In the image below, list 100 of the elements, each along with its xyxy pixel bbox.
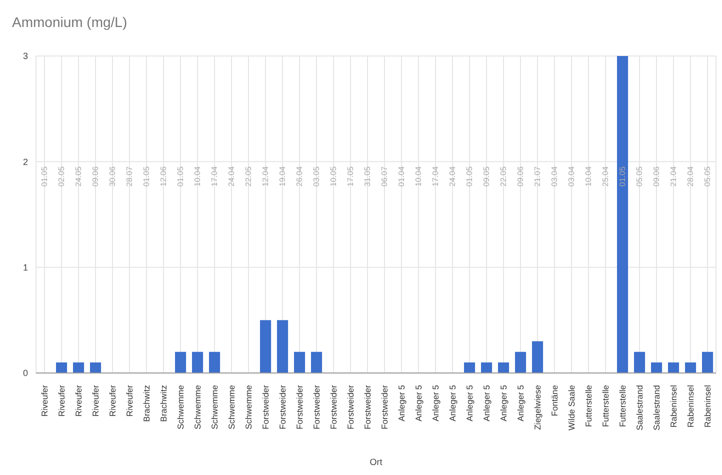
x-tick-label: Schwemme (176, 384, 186, 430)
annotation: 24.05 (74, 166, 83, 186)
bar (260, 320, 272, 373)
bar (481, 362, 492, 373)
annotation: 17.04 (431, 166, 440, 186)
annotation: 24.04 (448, 166, 457, 186)
x-tick-label: Forstweider (278, 384, 288, 430)
bar (90, 362, 102, 373)
bar (651, 362, 662, 373)
annotation: 03.04 (550, 166, 559, 186)
annotation: 01.05 (618, 166, 627, 186)
annotation: 17.04 (210, 166, 219, 186)
x-tick-label: Anleger 5 (464, 384, 474, 422)
x-tick-label: Riveufer (108, 384, 118, 417)
annotation: 26.04 (295, 166, 304, 186)
x-tick-label: Schwemme (244, 384, 254, 430)
bar (617, 56, 628, 373)
annotation: 05.05 (703, 166, 712, 186)
x-tick-label: Anleger 5 (448, 384, 458, 422)
annotation: 24.04 (227, 166, 236, 186)
x-tick-label: Schwemme (210, 384, 220, 430)
bar (73, 362, 84, 373)
bar (56, 362, 68, 373)
bar (702, 352, 714, 373)
annotation: 06.07 (380, 166, 389, 186)
x-tick-label: Fontäne (550, 384, 560, 416)
x-tick-label: Forstweider (362, 384, 372, 430)
chart-title: Ammonium (mg/L) (11, 13, 128, 32)
bar (532, 341, 544, 373)
x-tick-label: Ziegelwiese (532, 384, 542, 430)
bar (209, 352, 220, 373)
y-tick-label: 2 (22, 156, 28, 167)
annotation: 05.05 (635, 166, 644, 186)
annotation: 02.05 (57, 166, 66, 186)
annotation: 17.05 (346, 166, 355, 186)
x-tick-label: Futterstelle (618, 384, 628, 428)
annotation: 22.05 (244, 166, 253, 186)
x-tick-label: Anleger 5 (414, 384, 424, 422)
bar (294, 352, 306, 373)
x-tick-label: Riveufer (124, 384, 134, 417)
bar (498, 362, 510, 373)
bar (311, 352, 322, 373)
x-tick-label: Forstweider (328, 384, 338, 430)
x-tick-label: Riveufer (74, 384, 84, 417)
annotation: 12.06 (159, 166, 168, 186)
annotation: 01.05 (40, 166, 49, 186)
annotation: 03.05 (312, 166, 321, 186)
annotation: 25.04 (601, 166, 610, 186)
annotation: 22.05 (499, 166, 508, 186)
x-tick-label: Wilde Saale (566, 384, 576, 430)
x-tick-label: Rabeninsel (668, 384, 678, 428)
annotation: 01.05 (176, 166, 185, 186)
x-tick-label: Forstweider (260, 384, 270, 430)
bar (277, 320, 288, 373)
x-tick-label: Forstweider (312, 384, 322, 430)
annotation: 21.04 (669, 166, 678, 186)
annotation: 12.04 (261, 166, 270, 186)
annotation: 30.06 (108, 166, 117, 186)
annotation: 09.06 (91, 166, 100, 186)
bar (634, 352, 646, 373)
x-tick-label: Futterstelle (600, 384, 610, 428)
x-tick-label: Schwemme (226, 384, 236, 430)
x-tick-label: Brachwitz (142, 385, 152, 422)
x-tick-label: Riveufer (90, 384, 100, 417)
annotation: 10.04 (414, 166, 423, 186)
bar (192, 352, 204, 373)
y-tick-label: 0 (22, 368, 28, 378)
bar (515, 352, 526, 373)
x-tick-label: Riveufer (40, 384, 50, 417)
x-tick-label: Anleger 5 (498, 384, 508, 422)
annotation: 01.05 (465, 166, 474, 186)
x-tick-label: Anleger 5 (396, 384, 406, 422)
x-tick-label: Forstweider (380, 384, 390, 430)
annotation: 28.04 (686, 166, 695, 186)
x-tick-label: Brachwitz (158, 385, 168, 422)
x-tick-label: Forstweider (294, 384, 304, 430)
bar (685, 362, 696, 373)
x-tick-label: Rabeninsel (686, 384, 696, 428)
annotation: 01.05 (142, 166, 151, 186)
x-tick-label: Anleger 5 (516, 384, 526, 422)
annotation: 09.05 (482, 166, 491, 186)
x-axis-title: Ort (370, 457, 383, 467)
annotation: 09.06 (516, 166, 525, 186)
x-tick-label: Anleger 5 (482, 384, 492, 422)
annotation: 10.05 (329, 166, 338, 186)
x-tick-label: Riveufer (56, 384, 66, 417)
bar (668, 362, 680, 373)
annotation: 01.04 (397, 166, 406, 186)
annotation: 31.05 (363, 166, 372, 186)
y-tick-label: 3 (22, 51, 28, 62)
annotation: 10.04 (584, 166, 593, 186)
annotation: 19.04 (278, 166, 287, 186)
annotation: 03.04 (567, 166, 576, 186)
x-tick-label: Futterstelle (584, 384, 594, 428)
x-tick-label: Forstweider (346, 384, 356, 430)
x-tick-label: Saalestrand (634, 384, 644, 430)
y-tick-label: 1 (22, 262, 28, 273)
annotation: 09.06 (652, 166, 661, 186)
annotation: 21.07 (533, 166, 542, 186)
x-tick-label: Saalestrand (652, 384, 662, 430)
